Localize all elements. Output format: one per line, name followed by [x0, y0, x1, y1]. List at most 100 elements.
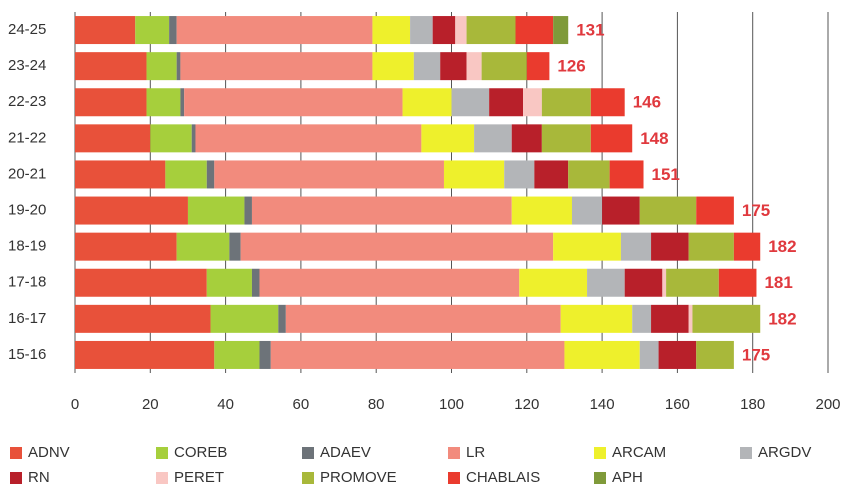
bar-segment — [564, 340, 640, 369]
bar-segment — [481, 52, 527, 81]
legend-label: LR — [466, 444, 485, 461]
bar-segment — [523, 88, 542, 117]
bar-segment — [176, 16, 373, 45]
bar-segment — [639, 196, 697, 225]
bar-segment — [466, 52, 482, 81]
x-tick-label: 160 — [665, 396, 690, 413]
bar-segment — [214, 340, 260, 369]
bar-segment — [718, 268, 757, 297]
bar-segment — [733, 232, 761, 261]
bar-segment — [180, 52, 373, 81]
bar-segment — [169, 16, 177, 45]
legend-label: PERET — [174, 469, 224, 486]
x-tick-label: 20 — [142, 396, 159, 413]
bar-segment — [639, 340, 659, 369]
legend-label: COREB — [174, 444, 227, 461]
bar-segment — [187, 196, 245, 225]
total-label: 146 — [633, 93, 661, 112]
legend-swatch — [302, 447, 314, 459]
bar-segment — [515, 16, 554, 45]
bar-segment — [402, 88, 452, 117]
bar-segment — [259, 340, 271, 369]
bar-segment — [180, 88, 185, 117]
bar-segment — [587, 268, 625, 297]
bar-segment — [451, 88, 490, 117]
legend-swatch — [302, 472, 314, 484]
x-tick-label: 40 — [217, 396, 234, 413]
legend-label: APH — [612, 469, 643, 486]
bar-segment — [696, 340, 734, 369]
bar-segment — [410, 16, 433, 45]
bar-segment — [688, 232, 734, 261]
total-label: 182 — [768, 309, 796, 328]
y-tick-label: 15-16 — [8, 346, 46, 363]
legend-swatch — [594, 447, 606, 459]
bar-segment — [466, 16, 516, 45]
bar-segment — [146, 88, 181, 117]
x-tick-label: 100 — [439, 396, 464, 413]
bar-segment — [413, 52, 441, 81]
bar-segment — [75, 304, 211, 333]
legend-label: RN — [28, 469, 50, 486]
bar-segment — [210, 304, 279, 333]
bar-segment — [75, 16, 136, 45]
bar-segment — [251, 196, 512, 225]
bar-segment — [184, 88, 403, 117]
bar-segment — [662, 268, 667, 297]
legend-swatch — [740, 447, 752, 459]
bar-segment — [553, 16, 569, 45]
bar-segment — [511, 196, 572, 225]
bar-segment — [244, 196, 252, 225]
bar-segment — [75, 160, 166, 189]
bar-segment — [489, 88, 524, 117]
bar-segment — [150, 124, 192, 153]
bar-segment — [146, 52, 177, 81]
bar-segment — [553, 232, 621, 261]
bar-segment — [176, 52, 181, 81]
bar-segment — [541, 88, 591, 117]
bar-segment — [443, 160, 505, 189]
bar-segment — [504, 160, 535, 189]
bar-segment — [75, 52, 147, 81]
bar-segment — [560, 304, 633, 333]
bar-segment — [214, 160, 444, 189]
bar-segment — [602, 196, 640, 225]
bar-segment — [620, 232, 652, 261]
bar-segment — [206, 268, 252, 297]
bar-segment — [270, 340, 565, 369]
x-tick-label: 80 — [368, 396, 385, 413]
bar-segment — [285, 304, 561, 333]
legend-label: ADAEV — [320, 444, 371, 461]
total-label: 148 — [640, 129, 668, 148]
legend-swatch — [10, 447, 22, 459]
bar-segment — [176, 232, 230, 261]
bar-segment — [191, 124, 196, 153]
total-label: 181 — [764, 273, 792, 292]
x-tick-label: 0 — [71, 396, 79, 413]
bar-segment — [440, 52, 467, 81]
bar-segment — [278, 304, 286, 333]
y-tick-label: 21-22 — [8, 129, 46, 146]
y-tick-label: 17-18 — [8, 274, 46, 291]
legend-swatch — [10, 472, 22, 484]
bar-segment — [624, 268, 663, 297]
bar-segment — [135, 16, 170, 45]
legend-label: ADNV — [28, 444, 70, 461]
bar-segment — [251, 268, 260, 297]
legend-label: ARGDV — [758, 444, 811, 461]
legend-swatch — [156, 472, 168, 484]
bar-segment — [688, 304, 693, 333]
legend-label: ARCAM — [612, 444, 666, 461]
x-tick-label: 60 — [293, 396, 310, 413]
legend-label: PROMOVE — [320, 469, 397, 486]
bar-segment — [526, 52, 550, 81]
bar-segment — [519, 268, 588, 297]
bar-segment — [75, 124, 151, 153]
bar-segment — [474, 124, 512, 153]
bar-segment — [195, 124, 422, 153]
bar-segment — [692, 304, 761, 333]
legend-swatch — [156, 447, 168, 459]
legend-swatch — [448, 472, 460, 484]
y-tick-label: 19-20 — [8, 202, 46, 219]
